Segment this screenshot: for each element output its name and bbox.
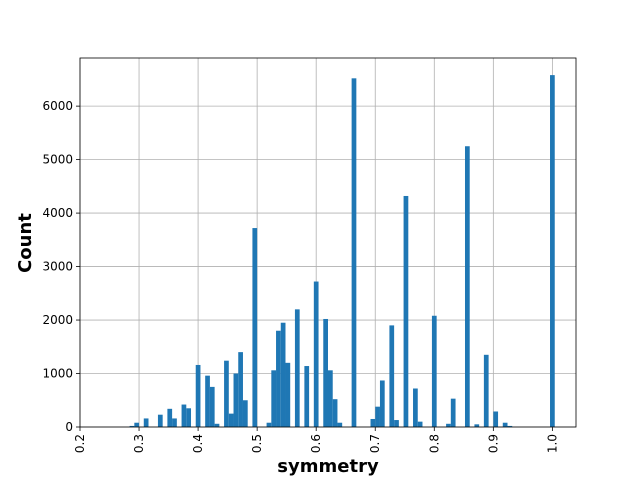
- bar: [431, 315, 437, 427]
- bar: [224, 360, 229, 427]
- bar: [370, 418, 376, 427]
- bar: [167, 408, 173, 427]
- y-tick-label: 1000: [42, 367, 73, 381]
- bar: [379, 380, 385, 427]
- bar: [228, 413, 234, 427]
- bar: [493, 411, 499, 427]
- bar: [238, 352, 243, 427]
- bar: [266, 422, 272, 427]
- bar: [134, 422, 140, 427]
- bar: [186, 408, 192, 427]
- x-tick-label: 0.6: [309, 434, 323, 453]
- y-tick-label: 5000: [42, 153, 73, 167]
- bar: [276, 330, 281, 427]
- x-tick-label: 0.7: [368, 434, 382, 453]
- bar: [205, 375, 210, 427]
- bar: [172, 418, 177, 427]
- y-tick-label: 4000: [42, 206, 73, 220]
- bar: [351, 78, 357, 427]
- x-tick-label: 0.2: [73, 434, 87, 453]
- bar: [483, 354, 489, 427]
- x-tick-label: 0.3: [132, 434, 146, 453]
- bar: [294, 309, 300, 427]
- bar: [389, 325, 395, 427]
- bar: [181, 404, 187, 427]
- plot-frame: [79, 57, 577, 428]
- bar: [375, 406, 380, 427]
- bar: [195, 364, 201, 427]
- y-tick-label: 2000: [42, 313, 73, 327]
- bar: [285, 362, 291, 427]
- bar: [271, 370, 277, 427]
- x-tick-label: 0.5: [250, 434, 264, 453]
- bar: [214, 423, 220, 427]
- bar: [252, 228, 258, 427]
- x-tick-label: 1.0: [545, 434, 559, 453]
- bar: [157, 414, 163, 427]
- bar: [394, 420, 399, 427]
- bar: [474, 424, 480, 427]
- y-tick-label: 0: [65, 420, 73, 434]
- x-tick-label: 0.9: [486, 434, 500, 453]
- x-axis-label: symmetry: [277, 456, 379, 477]
- x-tick-label: 0.4: [191, 434, 205, 453]
- bar: [550, 75, 555, 428]
- y-tick-label: 6000: [42, 99, 73, 113]
- bar: [233, 373, 239, 427]
- y-axis-label: Count: [15, 213, 36, 273]
- bar: [242, 400, 248, 427]
- bar: [332, 399, 338, 427]
- bar: [464, 146, 470, 427]
- bar: [313, 281, 319, 427]
- bar: [337, 422, 343, 427]
- bar: [209, 386, 215, 427]
- bar: [450, 398, 456, 427]
- bar: [446, 423, 451, 427]
- y-tick-label: 3000: [42, 260, 73, 274]
- bar: [403, 195, 409, 427]
- bar: [507, 425, 513, 427]
- bar: [129, 425, 135, 427]
- bar: [328, 370, 333, 427]
- bar: [143, 418, 149, 427]
- bar: [280, 322, 286, 427]
- bar: [417, 421, 423, 427]
- bar: [323, 318, 328, 427]
- bar: [413, 388, 418, 427]
- x-tick-label: 0.8: [427, 434, 441, 453]
- bar: [502, 422, 508, 427]
- bar: [304, 366, 310, 427]
